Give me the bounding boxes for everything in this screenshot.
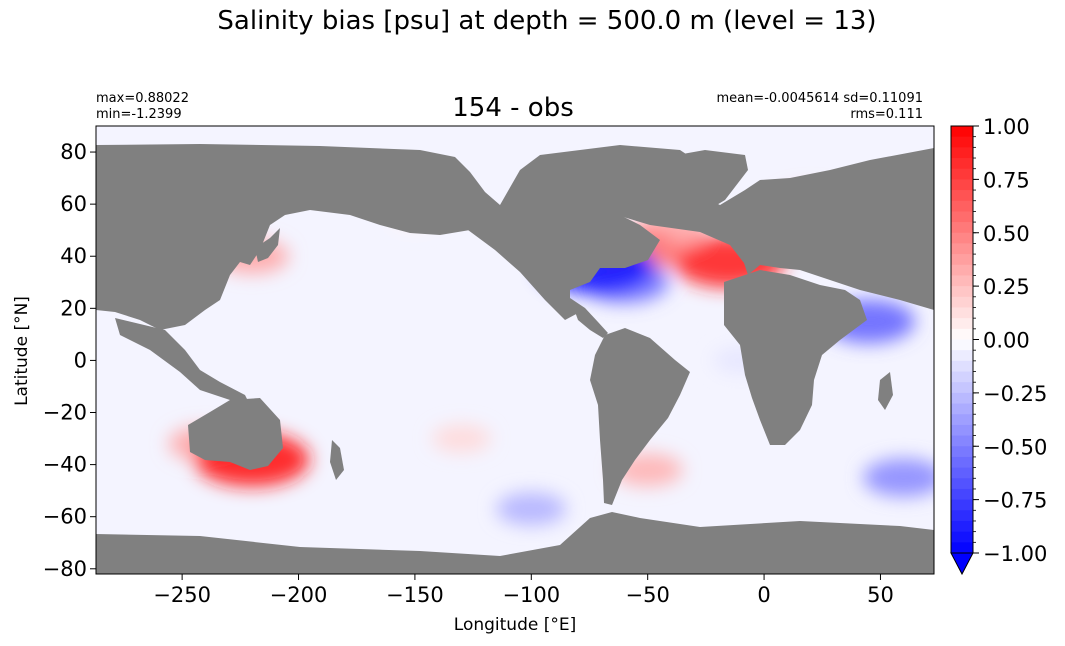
colorbar-level: [951, 467, 973, 479]
land-africa: [724, 270, 867, 445]
colorbar-tick-label: 0.50: [983, 222, 1030, 246]
colorbar-tick-label: 1.00: [983, 115, 1030, 139]
colorbar-tick-label: −1.00: [983, 542, 1047, 566]
colorbar-level: [951, 168, 973, 180]
colorbar-level: [951, 435, 973, 447]
y-tick-label: −60: [43, 505, 87, 529]
colorbar-level: [951, 275, 973, 287]
plot-title: 154 - obs: [452, 93, 574, 123]
colorbar-level: [951, 254, 973, 266]
colorbar-tick-label: −0.50: [983, 435, 1047, 459]
colorbar-level: [951, 542, 973, 554]
x-tick-label: −100: [502, 583, 560, 607]
colorbar-level: [951, 424, 973, 437]
colorbar-tick-label: 0.00: [983, 329, 1030, 353]
land-north-america: [468, 198, 660, 320]
x-tick-label: 0: [757, 583, 770, 607]
bias-feature-10: [496, 492, 567, 526]
colorbar-level: [951, 339, 973, 351]
colorbar-level: [951, 478, 973, 490]
land-new-zealand: [330, 440, 344, 480]
bias-feature-8: [432, 424, 491, 453]
y-tick-label: −20: [43, 401, 87, 425]
x-tick-label: −150: [386, 583, 444, 607]
y-axis: −80 −60 −40 −20 0 20 40 60 80: [43, 140, 96, 581]
x-axis: −250 −200 −150 −100 −50 0 50: [153, 574, 894, 607]
colorbar: 1.00 0.75 0.50 0.25 0.00 −0.25 −0.50 −0.75 −1.00: [950, 115, 1047, 576]
y-axis-label: Latitude [°N]: [12, 296, 32, 406]
colorbar-level: [951, 520, 973, 533]
colorbar-level: [951, 307, 973, 319]
colorbar-tick-label: 0.25: [983, 275, 1030, 299]
colorbar-level: [951, 296, 973, 309]
colorbar-level: [951, 531, 973, 543]
colorbar-level: [951, 158, 973, 170]
land-mask: [96, 144, 934, 574]
colorbar-level: [951, 414, 973, 426]
map-plot-area: [95, 125, 935, 575]
y-tick-label: −80: [43, 557, 87, 581]
colorbar-level: [951, 499, 973, 511]
colorbar-tick-label: −0.75: [983, 489, 1047, 513]
colorbar-level: [951, 446, 973, 458]
colorbar-level: [951, 243, 973, 255]
colorbar-level: [951, 510, 973, 522]
colorbar-tick-label: −0.25: [983, 382, 1047, 406]
colorbar-extend-min: [950, 552, 974, 576]
stats-right: mean=-0.0045614 sd=0.11091 rms=0.111: [716, 91, 923, 123]
y-tick-label: −40: [43, 453, 87, 477]
colorbar-level: [951, 286, 973, 298]
stat-min: min=-1.2399: [96, 107, 182, 122]
land-central-america: [570, 298, 608, 338]
y-tick-label: 80: [60, 140, 87, 164]
land-eurasia: [96, 144, 934, 330]
stat-mean-sd: mean=-0.0045614 sd=0.11091: [716, 91, 923, 106]
colorbar-level: [951, 264, 973, 277]
plot-frame: [95, 125, 935, 575]
y-tick-label: 60: [60, 192, 87, 216]
x-tick-label: 50: [867, 583, 894, 607]
x-tick-label: −50: [626, 583, 670, 607]
colorbar-tick-label: 0.75: [983, 168, 1030, 192]
x-tick-label: −200: [270, 583, 328, 607]
colorbar-level: [951, 126, 973, 138]
colorbar-level: [951, 456, 973, 469]
colorbar-level: [951, 328, 973, 341]
colorbar-level: [951, 392, 973, 405]
colorbar-level: [951, 350, 973, 362]
colorbar-level: [951, 179, 973, 191]
land-madagascar: [878, 372, 893, 410]
colorbar-level: [951, 403, 973, 415]
y-tick-label: 20: [60, 296, 87, 320]
figure-suptitle: Salinity bias [psu] at depth = 500.0 m (…: [217, 6, 877, 36]
stat-rms: rms=0.111: [850, 107, 923, 122]
colorbar-level: [951, 371, 973, 383]
bias-feature-11: [863, 458, 934, 497]
land-antarctica: [96, 512, 934, 574]
colorbar-level: [951, 222, 973, 234]
colorbar-level: [951, 232, 973, 245]
colorbar-level: [951, 318, 973, 330]
colorbar-level: [951, 211, 973, 223]
land-greenland: [660, 150, 748, 215]
y-tick-label: 40: [60, 244, 87, 268]
x-tick-label: −250: [153, 583, 211, 607]
colorbar-level: [951, 190, 973, 202]
stats-left: max=0.88022 min=-1.2399: [96, 91, 189, 123]
land-australia: [188, 398, 283, 470]
land-japan: [255, 228, 280, 262]
land-maritime-asia: [115, 318, 250, 405]
land-arctic-archipelago: [560, 158, 660, 190]
land-south-america: [590, 328, 690, 505]
colorbar-level: [951, 488, 973, 501]
colorbar-level: [951, 200, 973, 212]
colorbar-level: [951, 382, 973, 394]
colorbar-level: [951, 360, 973, 373]
colorbar-level: [951, 147, 973, 159]
stat-max: max=0.88022: [96, 91, 189, 106]
colorbar-level: [951, 136, 973, 148]
y-tick-label: 0: [74, 348, 87, 372]
x-axis-label: Longitude [°E]: [454, 615, 576, 635]
